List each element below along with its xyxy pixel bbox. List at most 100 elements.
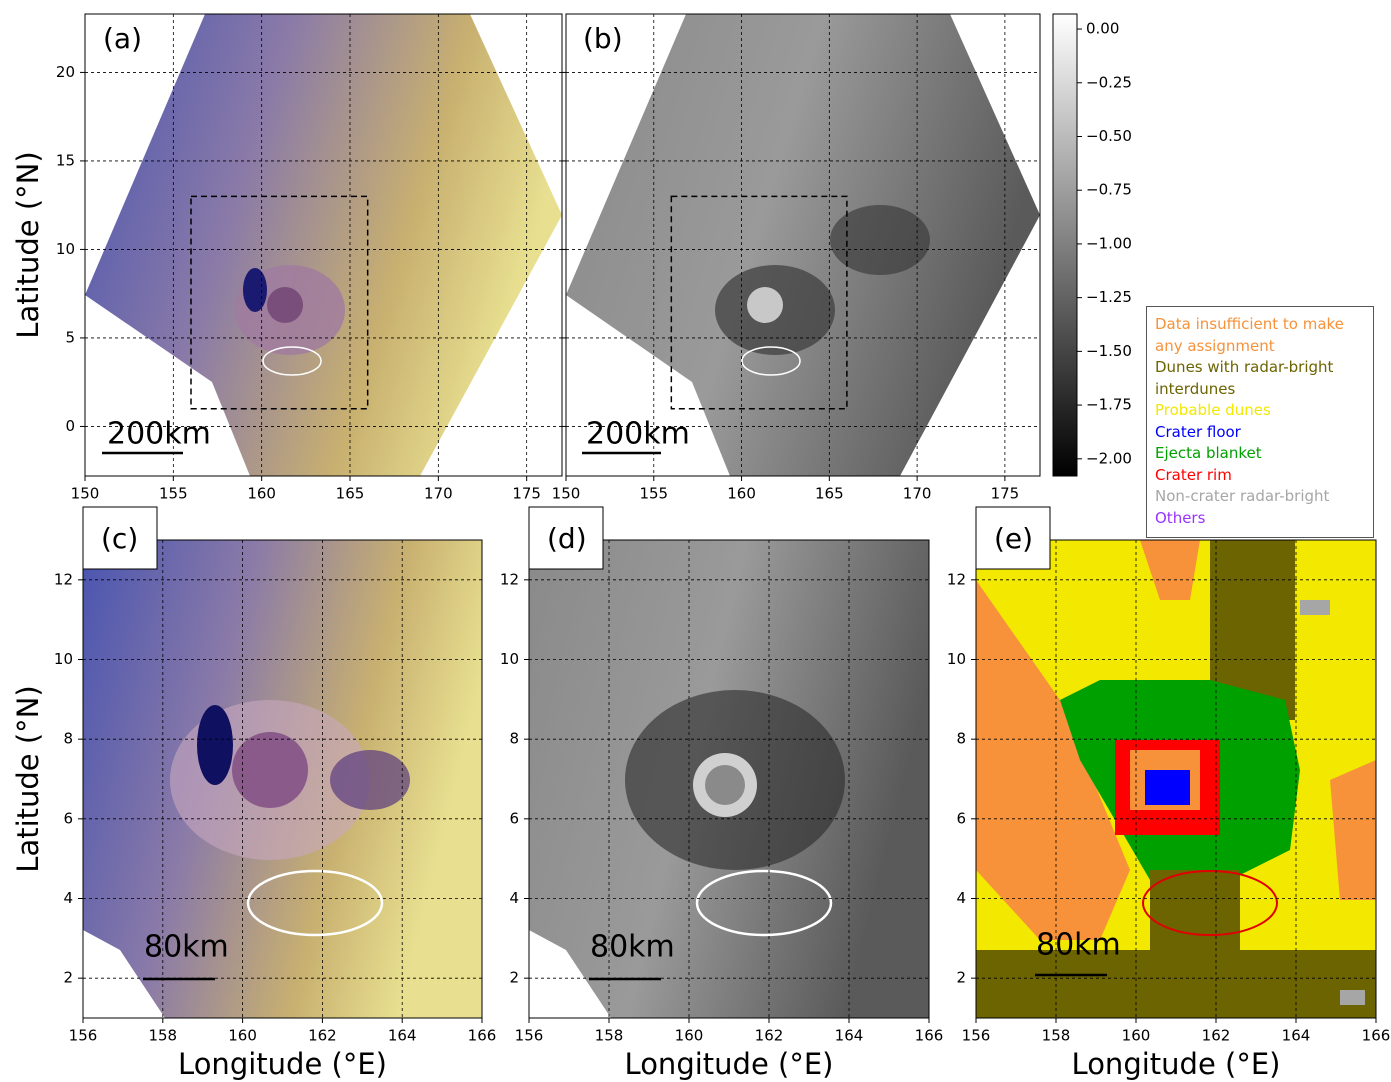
x-tick-label: 160	[675, 1027, 704, 1045]
x-tick-label: 164	[1282, 1027, 1311, 1045]
x-tick-label: 175	[512, 485, 541, 503]
x-tick-label: 166	[1362, 1027, 1391, 1045]
x-tick-label: 150	[552, 485, 581, 503]
panel-frame	[565, 13, 1041, 477]
legend-entry: Crater floor	[1155, 422, 1241, 441]
y-tick-label: 10	[947, 650, 966, 668]
x-tick-label: 162	[308, 1027, 337, 1045]
y-axis-label: Latitude (°N)	[11, 685, 45, 872]
y-tick-label: 12	[947, 570, 966, 588]
x-tick-label: 162	[1202, 1027, 1231, 1045]
x-axis-label: Longitude (°E)	[1072, 1047, 1281, 1081]
y-tick-label: 2	[956, 969, 966, 987]
panel-label-box	[528, 506, 604, 570]
panel-label: (c)	[101, 522, 138, 555]
x-tick-label: 158	[1042, 1027, 1071, 1045]
scale-bar-label: 80km	[590, 930, 675, 965]
x-tick-label: 166	[468, 1027, 497, 1045]
scale-bar-label: 200km	[107, 417, 211, 452]
y-axis-label: Latitude (°N)	[11, 151, 45, 338]
legend-entry: Probable dunes	[1155, 401, 1271, 419]
scale-bar-label: 80km	[1036, 928, 1121, 963]
colorbar-tick-label: −0.25	[1086, 73, 1132, 91]
legend-entry: Crater rim	[1155, 465, 1232, 484]
y-tick-label: 10	[500, 650, 519, 668]
scale-bar-label: 200km	[586, 417, 690, 452]
x-tick-label: 158	[595, 1027, 624, 1045]
y-tick-label: 2	[509, 969, 519, 987]
x-tick-label: 160	[1122, 1027, 1151, 1045]
image-d	[529, 540, 929, 1018]
panel-label: (a)	[103, 22, 142, 55]
x-tick-label: 160	[228, 1027, 257, 1045]
y-tick-label: 5	[65, 328, 75, 346]
panel-frame	[82, 539, 483, 1019]
x-tick-label: 155	[159, 485, 188, 503]
y-tick-label: 10	[56, 240, 75, 258]
legend-entry: Non-crater radar-bright	[1155, 487, 1330, 505]
panel-label: (b)	[583, 22, 623, 55]
x-tick-label: 150	[71, 485, 100, 503]
image-a	[85, 14, 562, 476]
panel-label-box	[975, 506, 1051, 570]
colorbar-tick-label: −1.50	[1086, 342, 1132, 360]
x-tick-label: 155	[639, 485, 668, 503]
x-tick-label: 166	[915, 1027, 944, 1045]
x-tick-label: 164	[835, 1027, 864, 1045]
x-axis-label: Longitude (°E)	[625, 1047, 834, 1081]
y-tick-label: 6	[509, 809, 519, 827]
y-tick-label: 20	[56, 63, 75, 81]
y-tick-label: 8	[63, 730, 73, 748]
zoom-box	[190, 195, 369, 410]
panel-label: (d)	[547, 522, 587, 555]
y-tick-label: 2	[63, 969, 73, 987]
panel-frame	[528, 539, 930, 1019]
x-tick-label: 164	[388, 1027, 417, 1045]
y-tick-label: 4	[63, 889, 73, 907]
colorbar-tick-label: 0.00	[1086, 20, 1119, 38]
y-tick-label: 8	[509, 730, 519, 748]
x-tick-label: 170	[424, 485, 453, 503]
panel-label-box	[82, 506, 158, 570]
y-tick-label: 6	[63, 809, 73, 827]
x-tick-label: 160	[247, 485, 276, 503]
x-axis-label: Longitude (°E)	[178, 1047, 387, 1081]
colorbar-tick-label: −2.00	[1086, 449, 1132, 467]
x-tick-label: 162	[755, 1027, 784, 1045]
colorbar-tick-label: −0.50	[1086, 127, 1132, 145]
colorbar-tick-label: −1.00	[1086, 234, 1132, 252]
legend-entry: Dunes with radar-bright interdunes	[1155, 358, 1334, 398]
y-tick-label: 12	[500, 570, 519, 588]
image-b	[566, 14, 1040, 476]
x-tick-label: 165	[815, 485, 844, 503]
y-tick-label: 0	[65, 417, 75, 435]
colorbar-tick-label: −1.25	[1086, 288, 1132, 306]
legend-entry: Others	[1155, 508, 1206, 527]
legend: Data insufficient to make any assignment…	[1146, 306, 1374, 538]
panel-label: (e)	[994, 522, 1033, 555]
x-tick-label: 165	[336, 485, 365, 503]
x-tick-label: 160	[727, 485, 756, 503]
y-tick-label: 10	[54, 650, 73, 668]
legend-entry: Data insufficient to make any assignment	[1155, 315, 1344, 355]
colorbar-tick-label: −0.75	[1086, 181, 1132, 199]
y-tick-label: 4	[509, 889, 519, 907]
x-tick-label: 170	[903, 485, 932, 503]
panel-frame	[84, 13, 563, 477]
panel-frame	[975, 539, 1377, 1019]
colorbar-tick-label: −1.75	[1086, 396, 1132, 414]
y-tick-label: 6	[956, 809, 966, 827]
image-c	[83, 540, 482, 1018]
x-tick-label: 156	[69, 1027, 98, 1045]
x-tick-label: 156	[962, 1027, 991, 1045]
y-tick-label: 15	[56, 151, 75, 169]
colorbar	[1052, 13, 1078, 477]
y-tick-label: 4	[956, 889, 966, 907]
x-tick-label: 175	[991, 485, 1020, 503]
scale-bar-label: 80km	[144, 930, 229, 965]
x-tick-label: 156	[515, 1027, 544, 1045]
legend-entry: Ejecta blanket	[1155, 444, 1262, 462]
image-e	[976, 540, 1376, 1018]
